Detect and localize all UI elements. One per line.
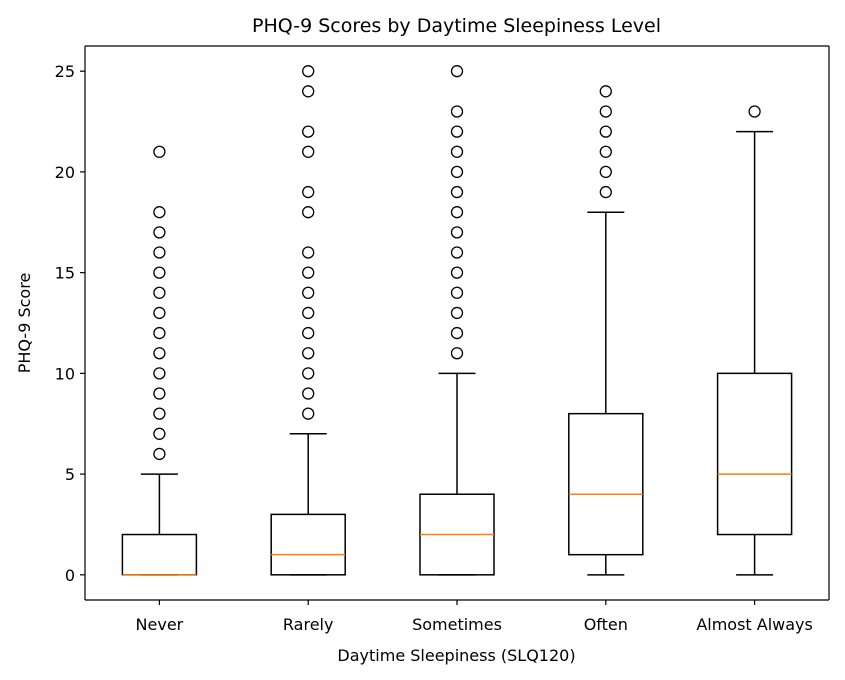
outlier-point (302, 286, 315, 299)
y-tick-label: 20 (55, 163, 75, 182)
outlier-point (153, 246, 166, 259)
outlier-point (302, 145, 315, 158)
outlier-point (302, 407, 315, 420)
outlier-point (302, 125, 315, 138)
outlier-point (302, 326, 315, 340)
outlier-point (302, 266, 315, 279)
outlier-point (302, 347, 315, 360)
y-axis-title: PHQ-9 Score (15, 273, 34, 374)
y-tick-label: 15 (55, 264, 75, 283)
outlier-point (302, 306, 315, 320)
outlier-point (153, 387, 166, 400)
outlier-point (450, 286, 464, 299)
y-tick-label: 10 (55, 364, 75, 383)
outlier-point (302, 206, 315, 219)
y-tick-label: 25 (55, 62, 75, 81)
x-tick-label: Often (584, 615, 628, 634)
plot-area: 0 5 10 15 20 25 Never Rarely Sometimes Often Almos… (55, 45, 830, 634)
outlier-point (302, 185, 315, 199)
outlier-point (153, 407, 166, 420)
outlier-point (450, 145, 464, 158)
x-axis-title: Daytime Sleepiness (SLQ120) (337, 646, 575, 665)
outlier-point (450, 246, 464, 259)
iqr-box (270, 513, 346, 576)
outlier-point (599, 165, 612, 179)
outlier-point (302, 85, 315, 98)
outlier-point (302, 246, 315, 259)
outlier-point (153, 326, 166, 340)
outlier-point (450, 326, 464, 340)
outlier-point (302, 65, 315, 78)
outlier-point (450, 306, 464, 320)
x-tick-label: Almost Always (696, 615, 813, 634)
outlier-point (599, 105, 612, 118)
outlier-point (153, 206, 166, 219)
x-tick-label: Never (136, 615, 184, 634)
iqr-box (716, 372, 793, 536)
outlier-point (450, 125, 464, 138)
outlier-point (153, 306, 166, 320)
outlier-point (450, 226, 464, 239)
outlier-point (153, 226, 166, 239)
y-tick-label: 5 (65, 465, 75, 484)
outlier-point (450, 266, 464, 279)
iqr-box (568, 412, 644, 556)
outlier-point (302, 367, 315, 380)
outlier-point (748, 105, 761, 118)
outlier-point (153, 266, 166, 279)
y-tick-label: 0 (65, 566, 75, 585)
outlier-point (599, 125, 612, 138)
outlier-point (450, 165, 464, 179)
outlier-point (450, 105, 464, 118)
outlier-point (302, 387, 315, 400)
outlier-point (450, 206, 464, 219)
outlier-point (153, 347, 166, 360)
outlier-point (153, 367, 166, 380)
chart-title: PHQ-9 Scores by Daytime Sleepiness Level (252, 15, 661, 37)
outlier-point (450, 65, 464, 78)
outlier-point (153, 145, 166, 158)
x-tick-label: Rarely (283, 615, 334, 634)
outlier-point (153, 447, 166, 461)
outlier-point (450, 347, 464, 360)
outlier-point (450, 185, 464, 199)
outlier-point (599, 185, 612, 199)
outlier-point (153, 427, 166, 440)
outlier-point (599, 145, 612, 158)
outlier-point (599, 85, 612, 98)
outlier-point (153, 286, 166, 299)
x-tick-label: Sometimes (412, 615, 502, 634)
